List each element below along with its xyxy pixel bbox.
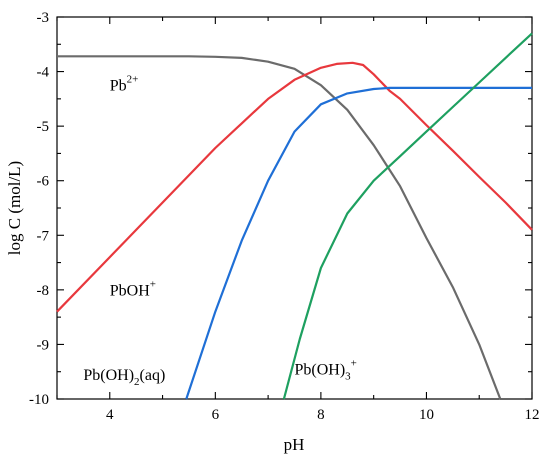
series-label-2: Pb(OH)2(aq) bbox=[83, 367, 165, 388]
x-tick-label: 6 bbox=[212, 407, 220, 423]
y-tick-label: -4 bbox=[37, 65, 50, 81]
series-label-base: Pb(OH) bbox=[295, 361, 346, 378]
series-label-superscript: 2+ bbox=[127, 74, 139, 86]
y-tick-label: -6 bbox=[37, 174, 50, 190]
series-label-subscript: 2 bbox=[134, 376, 140, 388]
series-label-base: Pb(OH) bbox=[83, 367, 134, 384]
series-label-3: Pb(OH)3+ bbox=[295, 357, 357, 382]
series-layer bbox=[56, 32, 533, 400]
y-tick-label: -3 bbox=[37, 10, 50, 26]
y-axis-title: log C (mol/L) bbox=[5, 161, 24, 255]
series-label-subscript: 3 bbox=[345, 370, 351, 382]
y-tick-label: -8 bbox=[37, 283, 50, 299]
series-label-base: Pb bbox=[110, 78, 127, 95]
series-line-2 bbox=[185, 86, 532, 400]
series-label-0: Pb2+ bbox=[110, 74, 139, 95]
y-tick-label: -9 bbox=[37, 337, 50, 353]
series-label-tail: (aq) bbox=[140, 367, 166, 384]
x-axis: 4 6 8 10 12 bbox=[56, 17, 540, 423]
y-tick-label: -10 bbox=[29, 392, 49, 408]
x-tick-label: 4 bbox=[106, 407, 114, 423]
x-tick-label: 10 bbox=[419, 407, 434, 423]
x-tick-label: 12 bbox=[525, 407, 540, 423]
series-line-3 bbox=[282, 32, 533, 400]
series-label-1: PbOH+ bbox=[110, 278, 156, 299]
series-line-1 bbox=[56, 61, 533, 313]
series-label-base: PbOH bbox=[110, 282, 150, 299]
series-line-0 bbox=[57, 55, 502, 400]
y-tick-label: -7 bbox=[37, 228, 50, 244]
series-labels: Pb2+PbOH+Pb(OH)2(aq) Pb(OH)3+ bbox=[83, 74, 357, 388]
x-tick-label: 8 bbox=[317, 407, 325, 423]
x-axis-title: pH bbox=[284, 435, 305, 454]
y-tick-label: -5 bbox=[37, 119, 50, 135]
series-label-superscript: + bbox=[150, 278, 156, 290]
series-label-superscript: + bbox=[351, 357, 357, 369]
y-axis: -3 -4 -5 -6 -7 -8 -9 -10 bbox=[29, 10, 532, 408]
